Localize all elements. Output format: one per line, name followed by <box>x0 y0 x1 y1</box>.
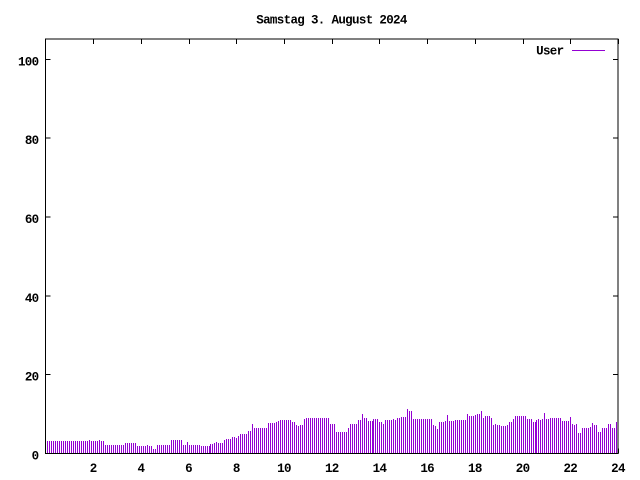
svg-text:100: 100 <box>18 55 39 69</box>
svg-text:20: 20 <box>516 462 530 476</box>
svg-text:User: User <box>536 45 564 59</box>
svg-text:0: 0 <box>32 449 39 463</box>
svg-text:40: 40 <box>25 292 39 306</box>
svg-text:20: 20 <box>25 371 39 385</box>
svg-text:Samstag 3. August 2024: Samstag 3. August 2024 <box>256 14 408 28</box>
svg-text:2: 2 <box>90 462 97 476</box>
svg-text:24: 24 <box>611 462 626 476</box>
svg-text:12: 12 <box>325 462 339 476</box>
svg-text:6: 6 <box>185 462 192 476</box>
svg-text:8: 8 <box>233 462 240 476</box>
svg-text:22: 22 <box>563 462 577 476</box>
svg-text:80: 80 <box>25 134 39 148</box>
svg-text:10: 10 <box>277 462 291 476</box>
svg-text:14: 14 <box>373 462 388 476</box>
svg-text:4: 4 <box>137 462 145 476</box>
svg-text:16: 16 <box>420 462 434 476</box>
svg-text:18: 18 <box>468 462 482 476</box>
svg-text:60: 60 <box>25 213 39 227</box>
